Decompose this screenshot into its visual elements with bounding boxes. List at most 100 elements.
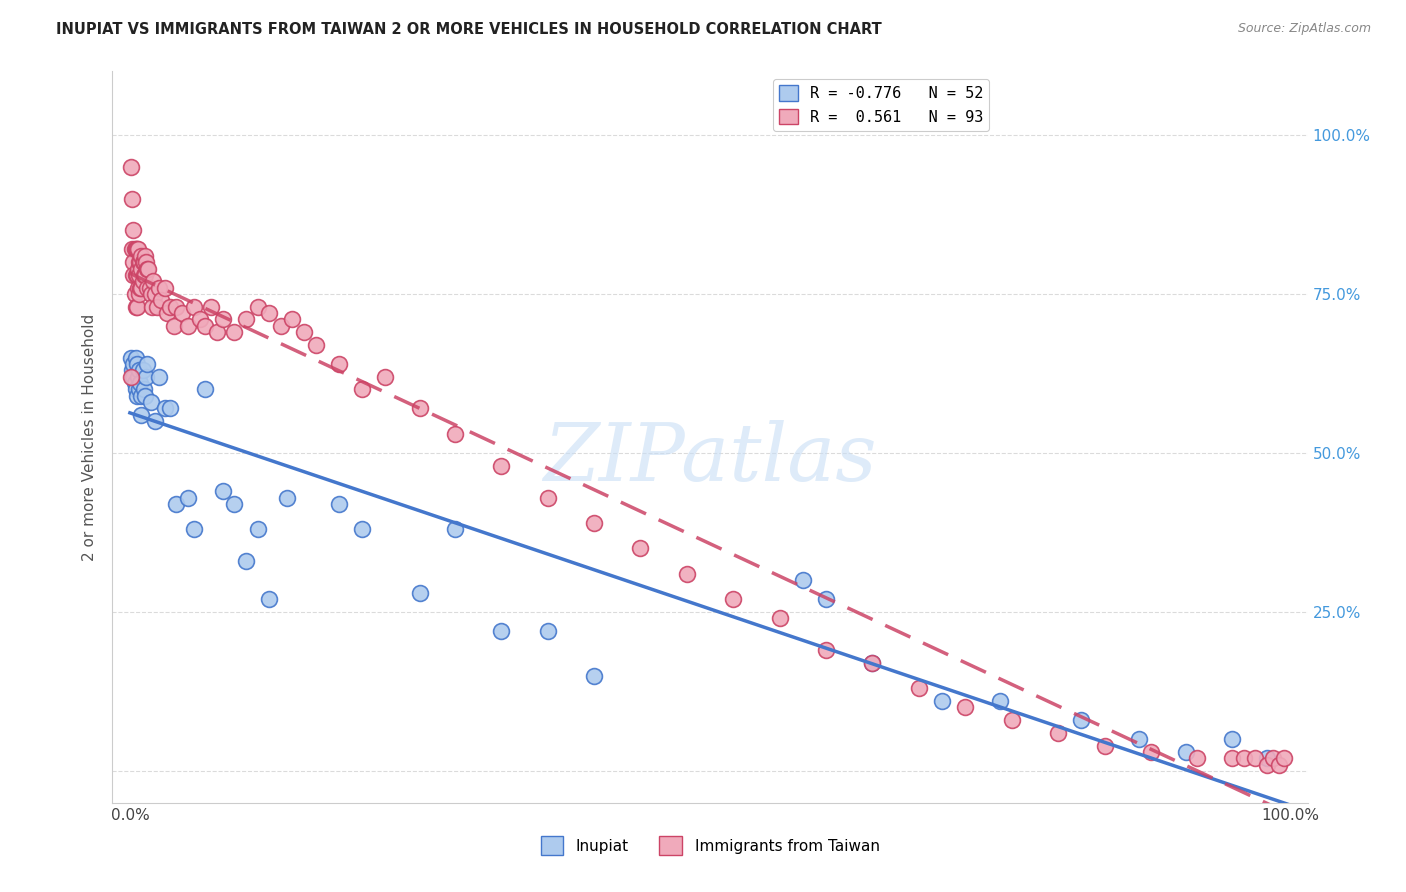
Point bbox=[122, 268, 145, 282]
Point bbox=[792, 573, 814, 587]
Point bbox=[194, 318, 217, 333]
Point bbox=[489, 458, 512, 473]
Point bbox=[132, 268, 155, 282]
Point bbox=[131, 408, 153, 422]
Point bbox=[121, 192, 143, 206]
Point bbox=[1187, 751, 1209, 765]
Point bbox=[1244, 751, 1267, 765]
Point bbox=[235, 554, 257, 568]
Point bbox=[628, 541, 651, 556]
Point bbox=[131, 280, 153, 294]
Point bbox=[139, 395, 162, 409]
Point bbox=[443, 522, 465, 536]
Point bbox=[1272, 751, 1295, 765]
Point bbox=[1261, 751, 1284, 765]
Point bbox=[145, 287, 167, 301]
Point bbox=[141, 300, 163, 314]
Point bbox=[675, 566, 697, 581]
Point bbox=[723, 592, 745, 607]
Point bbox=[142, 274, 165, 288]
Point bbox=[815, 643, 838, 657]
Point bbox=[148, 280, 170, 294]
Point bbox=[582, 516, 605, 530]
Point bbox=[1070, 713, 1092, 727]
Point bbox=[224, 497, 246, 511]
Point bbox=[124, 287, 146, 301]
Point bbox=[443, 426, 465, 441]
Point bbox=[125, 268, 148, 282]
Point bbox=[159, 300, 181, 314]
Point bbox=[136, 261, 159, 276]
Point bbox=[128, 255, 150, 269]
Point bbox=[136, 357, 159, 371]
Point bbox=[145, 414, 167, 428]
Point bbox=[135, 255, 157, 269]
Point bbox=[127, 369, 149, 384]
Point bbox=[988, 694, 1011, 708]
Point bbox=[159, 401, 181, 416]
Point bbox=[1267, 757, 1289, 772]
Point bbox=[128, 363, 150, 377]
Point bbox=[134, 268, 156, 282]
Point bbox=[156, 306, 179, 320]
Point bbox=[121, 363, 143, 377]
Point bbox=[139, 287, 162, 301]
Point bbox=[128, 287, 150, 301]
Point bbox=[129, 280, 152, 294]
Point bbox=[292, 325, 315, 339]
Point bbox=[582, 668, 605, 682]
Point bbox=[281, 312, 304, 326]
Point bbox=[138, 261, 160, 276]
Point bbox=[955, 700, 977, 714]
Point bbox=[125, 243, 148, 257]
Point bbox=[165, 497, 187, 511]
Point bbox=[134, 249, 156, 263]
Point bbox=[122, 369, 145, 384]
Legend: Inupiat, Immigrants from Taiwan: Inupiat, Immigrants from Taiwan bbox=[534, 830, 886, 861]
Point bbox=[177, 491, 200, 505]
Point bbox=[270, 318, 292, 333]
Point bbox=[188, 312, 211, 326]
Point bbox=[153, 280, 176, 294]
Point bbox=[131, 261, 153, 276]
Point bbox=[124, 376, 146, 390]
Point bbox=[409, 401, 432, 416]
Point bbox=[1128, 732, 1150, 747]
Point bbox=[350, 383, 373, 397]
Point bbox=[304, 338, 326, 352]
Point bbox=[132, 383, 155, 397]
Point bbox=[211, 484, 233, 499]
Point bbox=[122, 255, 145, 269]
Point bbox=[163, 318, 186, 333]
Point bbox=[124, 243, 146, 257]
Text: Source: ZipAtlas.com: Source: ZipAtlas.com bbox=[1237, 22, 1371, 36]
Point bbox=[224, 325, 246, 339]
Text: INUPIAT VS IMMIGRANTS FROM TAIWAN 2 OR MORE VEHICLES IN HOUSEHOLD CORRELATION CH: INUPIAT VS IMMIGRANTS FROM TAIWAN 2 OR M… bbox=[56, 22, 882, 37]
Text: ZIPatlas: ZIPatlas bbox=[543, 420, 877, 498]
Point bbox=[129, 255, 152, 269]
Point bbox=[145, 300, 167, 314]
Point bbox=[257, 592, 280, 607]
Point bbox=[769, 611, 792, 625]
Point bbox=[350, 522, 373, 536]
Point bbox=[1174, 745, 1197, 759]
Point bbox=[120, 351, 142, 365]
Point bbox=[172, 306, 194, 320]
Point bbox=[211, 312, 233, 326]
Point bbox=[138, 280, 160, 294]
Point bbox=[1094, 739, 1116, 753]
Point bbox=[246, 522, 269, 536]
Point bbox=[1220, 751, 1243, 765]
Point bbox=[1140, 745, 1163, 759]
Point bbox=[374, 369, 396, 384]
Point bbox=[183, 522, 205, 536]
Point bbox=[122, 223, 145, 237]
Point bbox=[177, 318, 200, 333]
Point bbox=[125, 300, 148, 314]
Point bbox=[135, 369, 157, 384]
Point bbox=[1001, 713, 1024, 727]
Point bbox=[125, 300, 148, 314]
Point bbox=[328, 357, 350, 371]
Point bbox=[536, 491, 558, 505]
Y-axis label: 2 or more Vehicles in Household: 2 or more Vehicles in Household bbox=[82, 313, 97, 561]
